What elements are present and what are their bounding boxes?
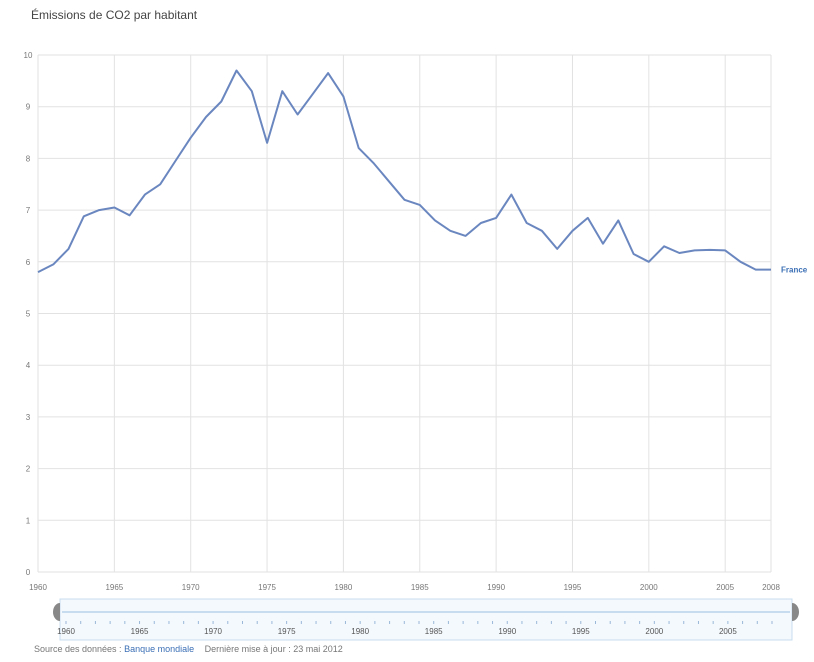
source-link[interactable]: Banque mondiale <box>124 644 195 654</box>
x-tick-label: 1975 <box>258 583 276 592</box>
slider-tick-label: 1975 <box>278 627 296 636</box>
data-point <box>478 221 483 226</box>
data-point <box>463 233 468 238</box>
x-tick-label: 1980 <box>335 583 353 592</box>
data-point <box>356 146 361 151</box>
data-point <box>173 158 178 163</box>
series-line-france <box>37 69 771 273</box>
x-tick-label: 1995 <box>564 583 582 592</box>
slider-tick-label: 1990 <box>498 627 516 636</box>
source-prefix: Source des données : <box>34 644 122 654</box>
data-point <box>387 179 392 184</box>
slider-tick-label: 1995 <box>572 627 590 636</box>
data-point <box>539 228 544 233</box>
data-point <box>36 270 41 275</box>
footer: Source des données : Banque mondiale Der… <box>34 644 343 654</box>
slider-tick-label: 2000 <box>645 627 663 636</box>
x-tick-label: 2000 <box>640 583 658 592</box>
slider-tick-label: 2005 <box>719 627 737 636</box>
data-point <box>769 267 774 272</box>
data-point <box>295 112 300 117</box>
data-point <box>677 251 682 256</box>
x-tick-label: 2005 <box>716 583 734 592</box>
slider-left-handle[interactable] <box>53 603 60 621</box>
x-tick-label: 1990 <box>487 583 505 592</box>
y-tick-label: 4 <box>26 361 31 370</box>
data-point <box>616 218 621 223</box>
y-tick-label: 1 <box>26 516 31 525</box>
data-point <box>402 197 407 202</box>
data-point <box>66 246 71 251</box>
data-point <box>371 161 376 166</box>
data-point <box>738 259 743 264</box>
data-point <box>707 247 712 252</box>
y-tick-label: 3 <box>26 413 31 422</box>
data-point <box>662 244 667 249</box>
slider-track <box>59 598 793 641</box>
data-point <box>448 228 453 233</box>
slider-tick-label: 1985 <box>425 627 443 636</box>
data-point <box>219 99 224 104</box>
data-point <box>310 91 315 96</box>
x-axis-ticks: 1960 1965 1970 1975 1980 1985 1990 1995 2000 2005… <box>29 583 780 592</box>
data-point <box>188 135 193 140</box>
data-point <box>326 71 331 76</box>
data-point <box>81 214 86 219</box>
y-tick-label: 6 <box>26 258 31 267</box>
grid-lines <box>37 54 772 573</box>
chart-title: Émissions de CO2 par habitant <box>31 8 198 22</box>
x-tick-label: 1965 <box>105 583 123 592</box>
data-point <box>280 89 285 94</box>
data-point <box>341 94 346 99</box>
y-tick-label: 5 <box>26 310 31 319</box>
slider-tick-label: 1980 <box>351 627 369 636</box>
update-label: Dernière mise à jour : 23 mai 2012 <box>204 644 343 654</box>
data-point <box>112 205 117 210</box>
data-point <box>570 228 575 233</box>
slider-right-handle[interactable] <box>792 603 799 621</box>
data-point <box>753 267 758 272</box>
x-tick-label: 2008 <box>762 583 780 592</box>
data-point <box>127 213 132 218</box>
slider-tick-label: 1960 <box>57 627 75 636</box>
y-tick-label: 2 <box>26 465 31 474</box>
data-point <box>234 68 239 73</box>
slider-tick-label: 1970 <box>204 627 222 636</box>
data-point <box>417 202 422 207</box>
y-tick-label: 8 <box>26 154 31 163</box>
x-tick-label: 1970 <box>182 583 200 592</box>
data-point <box>203 115 208 120</box>
y-tick-label: 9 <box>26 103 31 112</box>
data-point <box>97 208 102 213</box>
x-tick-label: 1985 <box>411 583 429 592</box>
y-tick-label: 0 <box>26 568 31 577</box>
data-point <box>723 248 728 253</box>
y-tick-label: 10 <box>24 51 33 60</box>
data-point <box>692 248 697 253</box>
y-axis-ticks: 0 1 2 3 4 5 6 7 8 9 10 <box>24 51 33 577</box>
data-point <box>509 192 514 197</box>
slider-tick-label: 1965 <box>131 627 149 636</box>
data-point <box>142 192 147 197</box>
data-point <box>524 221 529 226</box>
data-point <box>433 218 438 223</box>
series-label: France <box>781 266 808 275</box>
data-point <box>265 140 270 145</box>
data-point <box>51 262 56 267</box>
series-group: France <box>36 68 808 275</box>
range-slider[interactable]: 1960 1965 1970 1975 1980 1985 1990 1995 2000 2005 <box>53 598 799 641</box>
data-point <box>646 259 651 264</box>
data-point <box>158 182 163 187</box>
data-point <box>585 215 590 220</box>
data-point <box>631 252 636 257</box>
x-tick-label: 1960 <box>29 583 47 592</box>
data-point <box>555 246 560 251</box>
data-point <box>494 215 499 220</box>
data-point <box>601 241 606 246</box>
data-point <box>249 89 254 94</box>
y-tick-label: 7 <box>26 206 31 215</box>
